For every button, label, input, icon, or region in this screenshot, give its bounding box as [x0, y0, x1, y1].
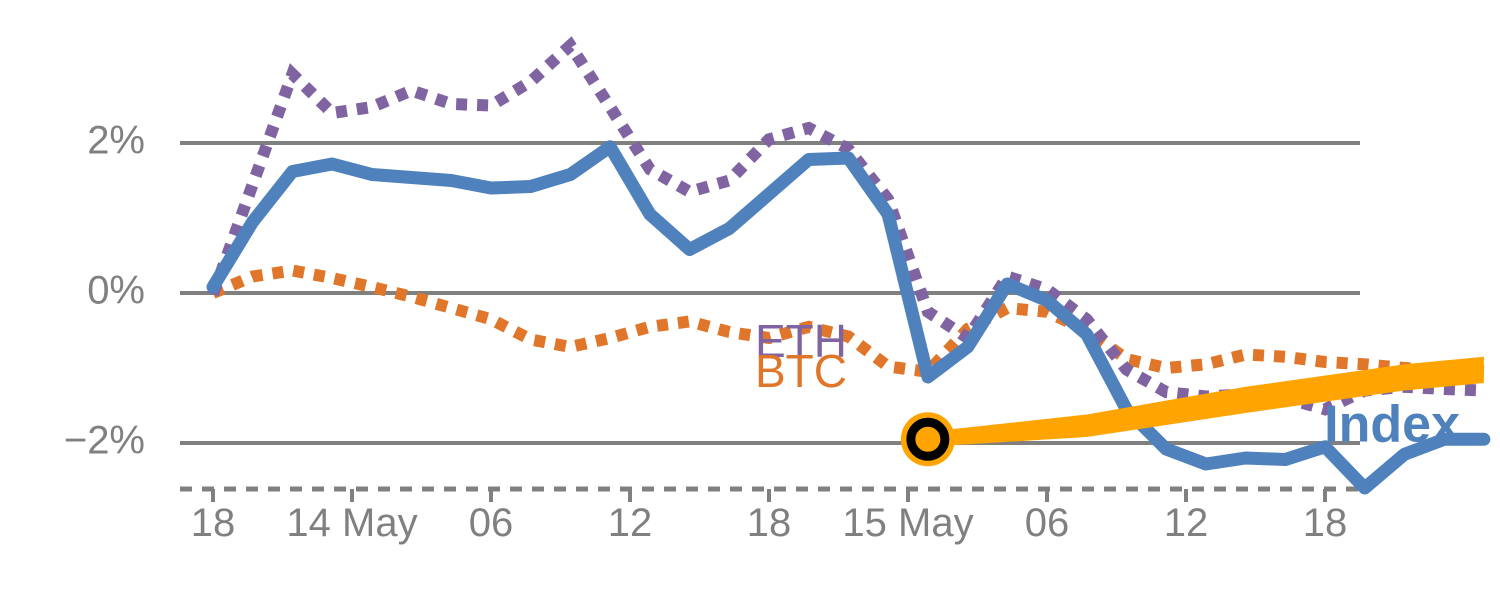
forecast-anchor-marker[interactable]	[900, 412, 955, 467]
forecast-group	[927, 356, 1484, 447]
series-inline-labels: ETH BTC Index	[755, 315, 1460, 454]
x-axis-ticks	[211, 489, 1327, 502]
plot-series	[206, 36, 1491, 495]
series-label-eth: ETH	[755, 315, 847, 367]
forecast-anchor-ring	[906, 417, 950, 461]
xtick-label-8: 18	[1303, 501, 1348, 545]
series-label-btc: BTC	[755, 345, 847, 397]
x-axis: 18 14 May 06 12 18 15 May 06 12 18	[180, 486, 1360, 545]
ytick-label-0pct: 0%	[87, 269, 145, 313]
series-line-btc	[210, 264, 1485, 379]
forecast-band-index	[927, 356, 1484, 447]
xtick-label-2: 06	[469, 501, 514, 545]
xtick-label-1: 14 May	[286, 501, 417, 545]
xtick-label-0: 18	[191, 501, 236, 545]
xtick-label-7: 12	[1164, 501, 1209, 545]
x-axis-labels: 18 14 May 06 12 18 15 May 06 12 18	[191, 501, 1348, 545]
ytick-label-neg2pct: −2%	[64, 419, 145, 463]
xtick-label-4: 18	[747, 501, 792, 545]
series-line-index	[206, 140, 1491, 495]
xtick-label-3: 12	[608, 501, 653, 545]
y-axis-labels: 2% 0% −2%	[64, 119, 145, 463]
xtick-label-5: 15 May	[842, 501, 973, 545]
series-label-index: Index	[1324, 396, 1460, 454]
series-line-eth	[207, 36, 1485, 416]
ytick-label-2pct: 2%	[87, 119, 145, 163]
xtick-label-6: 06	[1025, 501, 1070, 545]
